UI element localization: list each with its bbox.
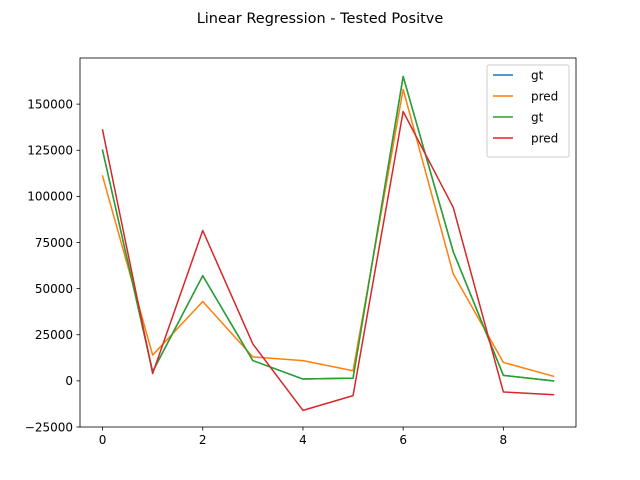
legend-box (486, 64, 570, 158)
y-axis-ticks: −25000 0 25000 50000 75000 100000 125000 150000 (25, 97, 80, 434)
y-tick-label: 25000 (35, 328, 73, 342)
legend-label-1: pred (531, 89, 558, 103)
series-layer (101, 75, 555, 412)
y-tick-label: 50000 (35, 282, 73, 296)
legend: gt pred gt pred (486, 64, 570, 158)
series-line-2 (101, 75, 555, 382)
x-tick-label: 2 (199, 433, 207, 447)
x-tick-label: 4 (299, 433, 307, 447)
y-tick-label: 100000 (27, 190, 73, 204)
series-line-3 (101, 110, 555, 412)
legend-label-3: pred (531, 131, 558, 145)
x-tick-label: 0 (99, 433, 107, 447)
y-tick-label: −25000 (25, 420, 73, 434)
y-tick-label: 0 (65, 374, 73, 388)
x-axis-ticks: 0 2 4 6 8 (99, 427, 507, 447)
series-line-1 (101, 88, 555, 378)
y-tick-label: 75000 (35, 236, 73, 250)
x-tick-label: 6 (399, 433, 407, 447)
chart-title: Linear Regression - Tested Positve (197, 11, 444, 27)
plot-area: 0 2 4 6 8 −25000 0 25000 50000 75000 100000 125000… (25, 57, 577, 447)
legend-label-0: gt (531, 68, 544, 82)
legend-label-2: gt (531, 110, 544, 124)
y-tick-label: 125000 (27, 144, 73, 158)
y-tick-label: 150000 (27, 97, 73, 111)
x-tick-label: 8 (500, 433, 508, 447)
